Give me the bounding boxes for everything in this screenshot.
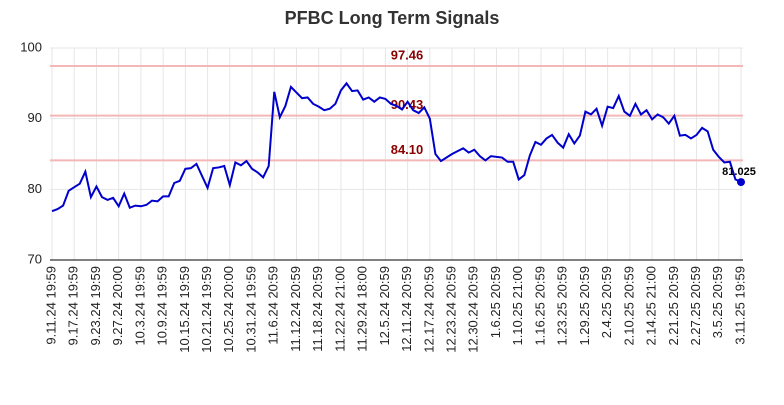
- signal-label: 84.10: [391, 142, 424, 157]
- x-tick-label: 11.6.24 20:59: [266, 266, 281, 345]
- x-tick-label: 10.15.24 19:59: [177, 266, 192, 353]
- x-tick-label: 1.10.25 21:00: [510, 266, 525, 346]
- x-tick-label: 12.23.24 20:59: [444, 266, 459, 353]
- signal-label: 97.46: [391, 47, 424, 62]
- x-tick-label: 3.11.25 19:59: [732, 266, 747, 345]
- y-tick-label: 70: [28, 251, 42, 266]
- x-tick-label: 11.29.24 18:00: [355, 266, 370, 352]
- x-tick-label: 10.31.24 19:59: [243, 266, 258, 353]
- x-tick-label: 12.11.24 20:59: [399, 266, 414, 352]
- x-tick-label: 9.17.24 19:59: [66, 266, 81, 346]
- chart-title: PFBC Long Term Signals: [285, 8, 500, 28]
- x-tick-label: 9.11.24 19:59: [43, 266, 58, 345]
- x-tick-label: 9.23.24 19:59: [88, 266, 103, 346]
- x-tick-label: 2.27.25 20:59: [688, 266, 703, 346]
- x-tick-label: 11.12.24 20:59: [288, 266, 303, 352]
- x-tick-label: 2.4.25 20:59: [599, 266, 614, 338]
- x-tick-label: 11.18.24 20:59: [310, 266, 325, 352]
- y-tick-label: 100: [20, 39, 42, 54]
- x-tick-label: 2.14.25 21:00: [644, 266, 659, 346]
- last-value-label: 81.025: [722, 166, 756, 178]
- x-tick-label: 12.17.24 20:59: [421, 266, 436, 353]
- x-tick-label: 10.21.24 19:59: [199, 266, 214, 353]
- x-tick-label: 10.25.24 20:00: [221, 266, 236, 353]
- x-tick-label: 1.16.25 20:59: [532, 266, 547, 346]
- x-tick-label: 12.30.24 20:59: [466, 266, 481, 353]
- x-tick-label: 1.23.25 20:59: [555, 266, 570, 346]
- price-line: [51, 81, 742, 213]
- x-tick-label: 3.5.25 20:59: [710, 266, 725, 338]
- x-tick-label: 2.10.25 20:59: [621, 266, 636, 346]
- x-tick-label: 2.21.25 20:59: [666, 266, 681, 346]
- x-tick-label: 10.3.24 19:59: [132, 266, 147, 346]
- x-tick-label: 1.29.25 20:59: [577, 266, 592, 346]
- x-tick-label: 10.9.24 19:59: [155, 266, 170, 346]
- x-tick-label: 1.6.25 20:59: [488, 266, 503, 338]
- last-point: [737, 178, 745, 187]
- x-tick-label: 12.5.24 20:59: [377, 266, 392, 346]
- y-tick-label: 90: [28, 110, 42, 125]
- y-tick-label: 80: [28, 181, 42, 196]
- x-tick-label: 9.27.24 20:00: [110, 266, 125, 346]
- x-tick-label: 11.22.24 21:00: [332, 266, 347, 352]
